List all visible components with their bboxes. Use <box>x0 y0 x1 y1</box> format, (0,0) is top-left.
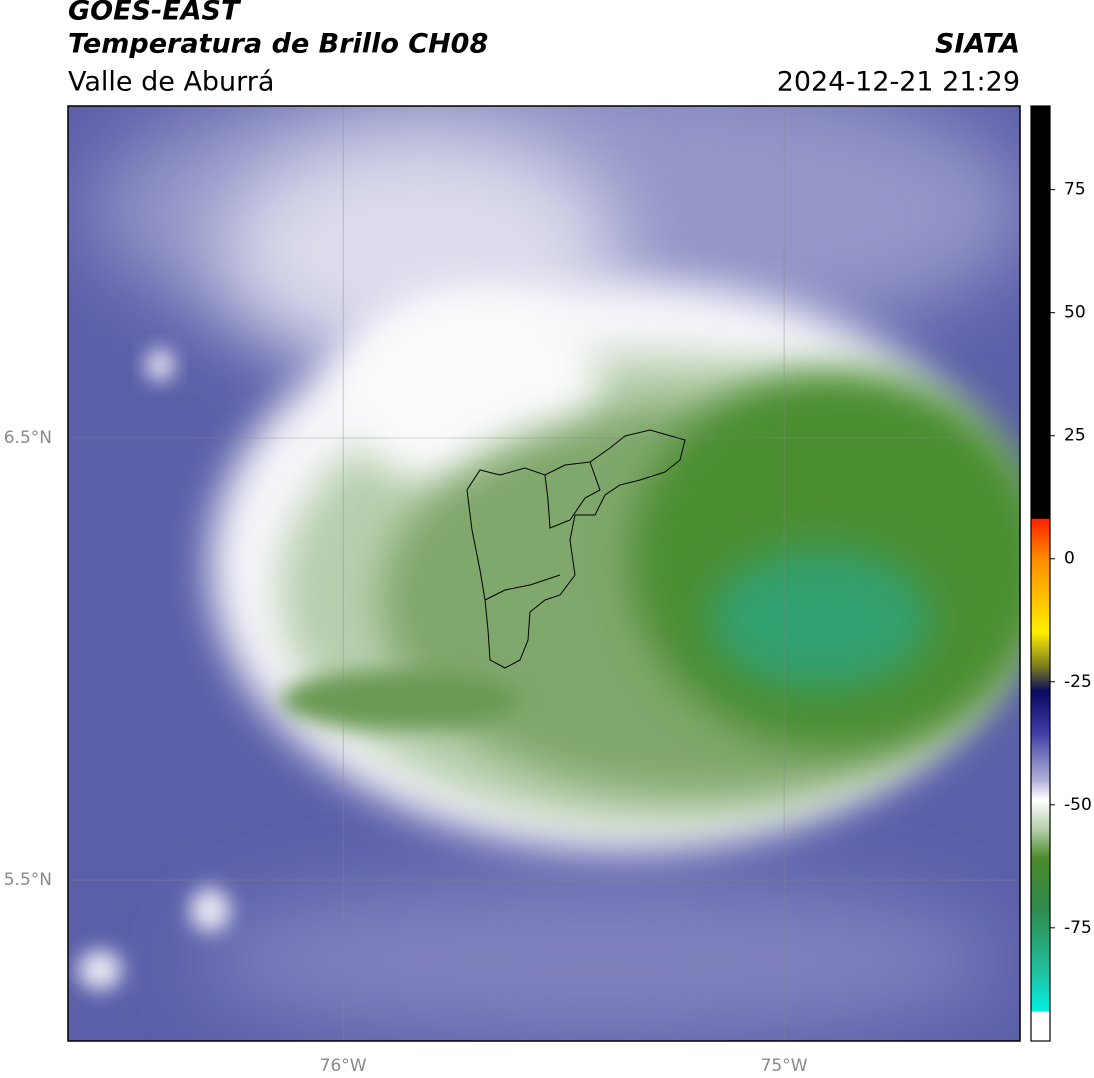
timestamp: 2024-12-21 21:29 <box>777 67 1020 98</box>
source: SIATA <box>935 29 1020 60</box>
map-frame <box>67 105 1021 1042</box>
basin-outline <box>466 429 686 669</box>
cloud-field <box>200 880 1000 1040</box>
cloud-cell <box>190 888 230 932</box>
colorbar <box>1030 105 1051 1042</box>
colorbar-tick-label: 75 <box>1064 180 1086 200</box>
colorbar-tick-label: 25 <box>1064 426 1086 446</box>
colorbar-tick-label: -25 <box>1064 672 1092 692</box>
cloud-cell <box>146 349 174 381</box>
cloud-top <box>280 670 520 730</box>
x-tick-label: 76°W <box>320 1056 367 1076</box>
y-tick-label: 6.5°N <box>4 428 52 448</box>
subtitle: Temperatura de Brillo CH08 <box>68 29 488 60</box>
y-tick-label: 5.5°N <box>4 870 52 890</box>
imagery <box>68 106 1020 1041</box>
region: Valle de Aburrá <box>68 67 274 98</box>
cloud-cell <box>78 950 122 990</box>
colorbar-tick-label: -75 <box>1064 918 1092 938</box>
colorbar-tick-label: -50 <box>1064 795 1092 815</box>
basin-outline <box>484 574 561 601</box>
colorbar-ticks: 75 50 25 0 -25 -50 -75 <box>1050 180 1092 938</box>
cloud-core <box>710 550 930 690</box>
basin-outline <box>544 461 601 529</box>
x-tick-label: 75°W <box>761 1056 808 1076</box>
colorbar-tick-label: 50 <box>1064 303 1086 323</box>
colorbar-tick-label: 0 <box>1064 549 1075 569</box>
graticule <box>68 106 1020 1041</box>
title: GOES-EAST <box>68 0 242 27</box>
